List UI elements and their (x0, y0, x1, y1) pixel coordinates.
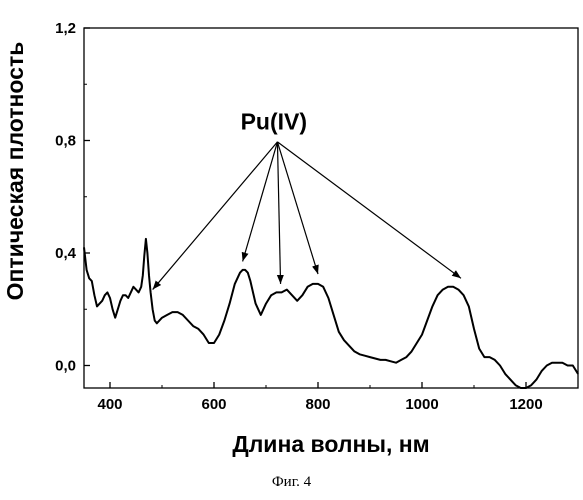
annotation-arrow (277, 142, 280, 284)
x-tick-label: 800 (305, 396, 330, 413)
x-axis-title: Длина волны, нм (232, 431, 429, 457)
annotation-arrow (153, 142, 278, 290)
annotation-arrow (277, 142, 461, 278)
y-tick-label: 1,2 (55, 20, 76, 37)
annotation-layer: Pu(IV) (153, 108, 461, 289)
y-tick-label: 0,8 (55, 133, 76, 150)
annotation-label: Pu(IV) (241, 108, 307, 134)
y-axis-title: Оптическая плотность (2, 42, 28, 301)
spectrum-line (84, 239, 578, 388)
y-tick-label: 0,0 (55, 358, 76, 375)
plot-frame (84, 28, 578, 388)
y-axis: 0,0 0,4 0,8 1,2 (55, 20, 90, 375)
figure-caption: Фиг. 4 (0, 474, 583, 491)
annotation-arrow (243, 142, 278, 262)
annotation-arrow (277, 142, 318, 274)
x-tick-label: 1000 (405, 396, 438, 413)
x-tick-label: 600 (201, 396, 226, 413)
y-tick-label: 0,4 (55, 245, 77, 262)
x-tick-label: 1200 (509, 396, 542, 413)
x-axis: 400 600 800 1000 1200 (97, 382, 578, 413)
series-layer (84, 239, 578, 388)
x-tick-label: 400 (97, 396, 122, 413)
